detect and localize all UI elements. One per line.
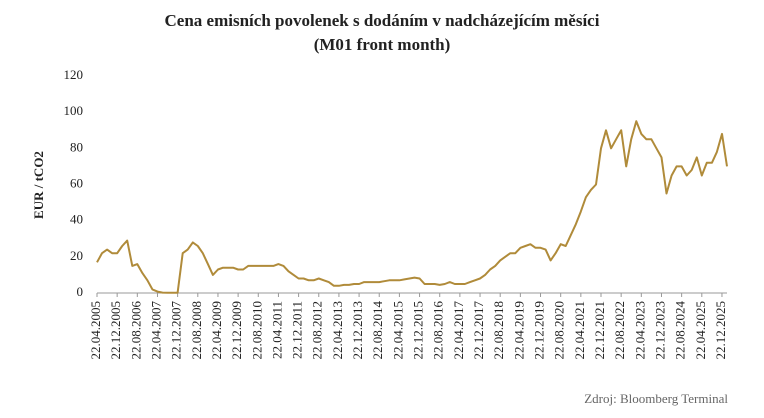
chart-title: Cena emisních povolenek s dodáním v nadc… — [165, 11, 600, 30]
chart-subtitle: (M01 front month) — [314, 35, 451, 54]
x-tick-label: 22.08.2006 — [128, 301, 143, 360]
x-tick-label: 22.12.2019 — [532, 301, 547, 360]
y-tick-label: 80 — [70, 139, 83, 154]
x-tick-label: 22.12.2013 — [350, 301, 365, 360]
x-tick-label: 22.12.2023 — [652, 301, 667, 360]
x-tick-label: 22.08.2016 — [431, 301, 446, 360]
x-tick-label: 22.08.2008 — [189, 301, 204, 360]
x-tick-label: 22.08.2010 — [249, 301, 264, 360]
x-tick-label: 22.08.2022 — [612, 301, 627, 360]
x-tick-label: 22.04.2005 — [88, 301, 103, 360]
x-tick-label: 22.04.2011 — [269, 301, 284, 359]
x-tick-label: 22.04.2007 — [148, 301, 163, 360]
source: Zdroj: Bloomberg Terminal — [584, 391, 728, 406]
x-tick-label: 22.12.2021 — [592, 301, 607, 360]
x-tick-label: 22.12.2017 — [471, 301, 486, 360]
x-tick-label: 22.08.2020 — [552, 301, 567, 360]
x-tick-label: 22.08.2014 — [370, 301, 385, 360]
x-tick-label: 22.04.2017 — [451, 301, 466, 360]
x-tick-label: 22.04.2023 — [632, 301, 647, 360]
y-tick-label: 60 — [70, 175, 83, 190]
x-tick-label: 22.12.2005 — [108, 301, 123, 360]
x-tick-label: 22.04.2019 — [511, 301, 526, 360]
x-tick-label: 22.12.2015 — [411, 301, 426, 360]
y-tick-label: 40 — [70, 212, 83, 227]
x-tick-label: 22.12.2007 — [169, 301, 184, 360]
x-tick-label: 22.04.2025 — [693, 301, 708, 360]
y-tick-label: 20 — [70, 248, 83, 263]
x-tick-label: 22.12.2011 — [290, 301, 305, 359]
x-tick-label: 22.04.2009 — [209, 301, 224, 360]
x-tick-label: 22.04.2021 — [572, 301, 587, 360]
x-tick-label: 22.12.2025 — [713, 301, 728, 360]
line-series — [96, 120, 728, 294]
x-tick-label: 22.08.2024 — [673, 301, 688, 360]
x-tick-label: 22.04.2013 — [330, 301, 345, 360]
y-tick-label: 100 — [64, 103, 84, 118]
x-tick-label: 22.12.2009 — [229, 301, 244, 360]
y-axis-label: EUR / tCO2 — [31, 151, 46, 219]
y-tick-label: 0 — [77, 284, 84, 299]
y-tick-label: 120 — [64, 67, 84, 82]
x-tick-label: 22.08.2018 — [491, 301, 506, 360]
x-tick-label: 22.04.2015 — [390, 301, 405, 360]
x-tick-label: 22.08.2012 — [310, 301, 325, 360]
